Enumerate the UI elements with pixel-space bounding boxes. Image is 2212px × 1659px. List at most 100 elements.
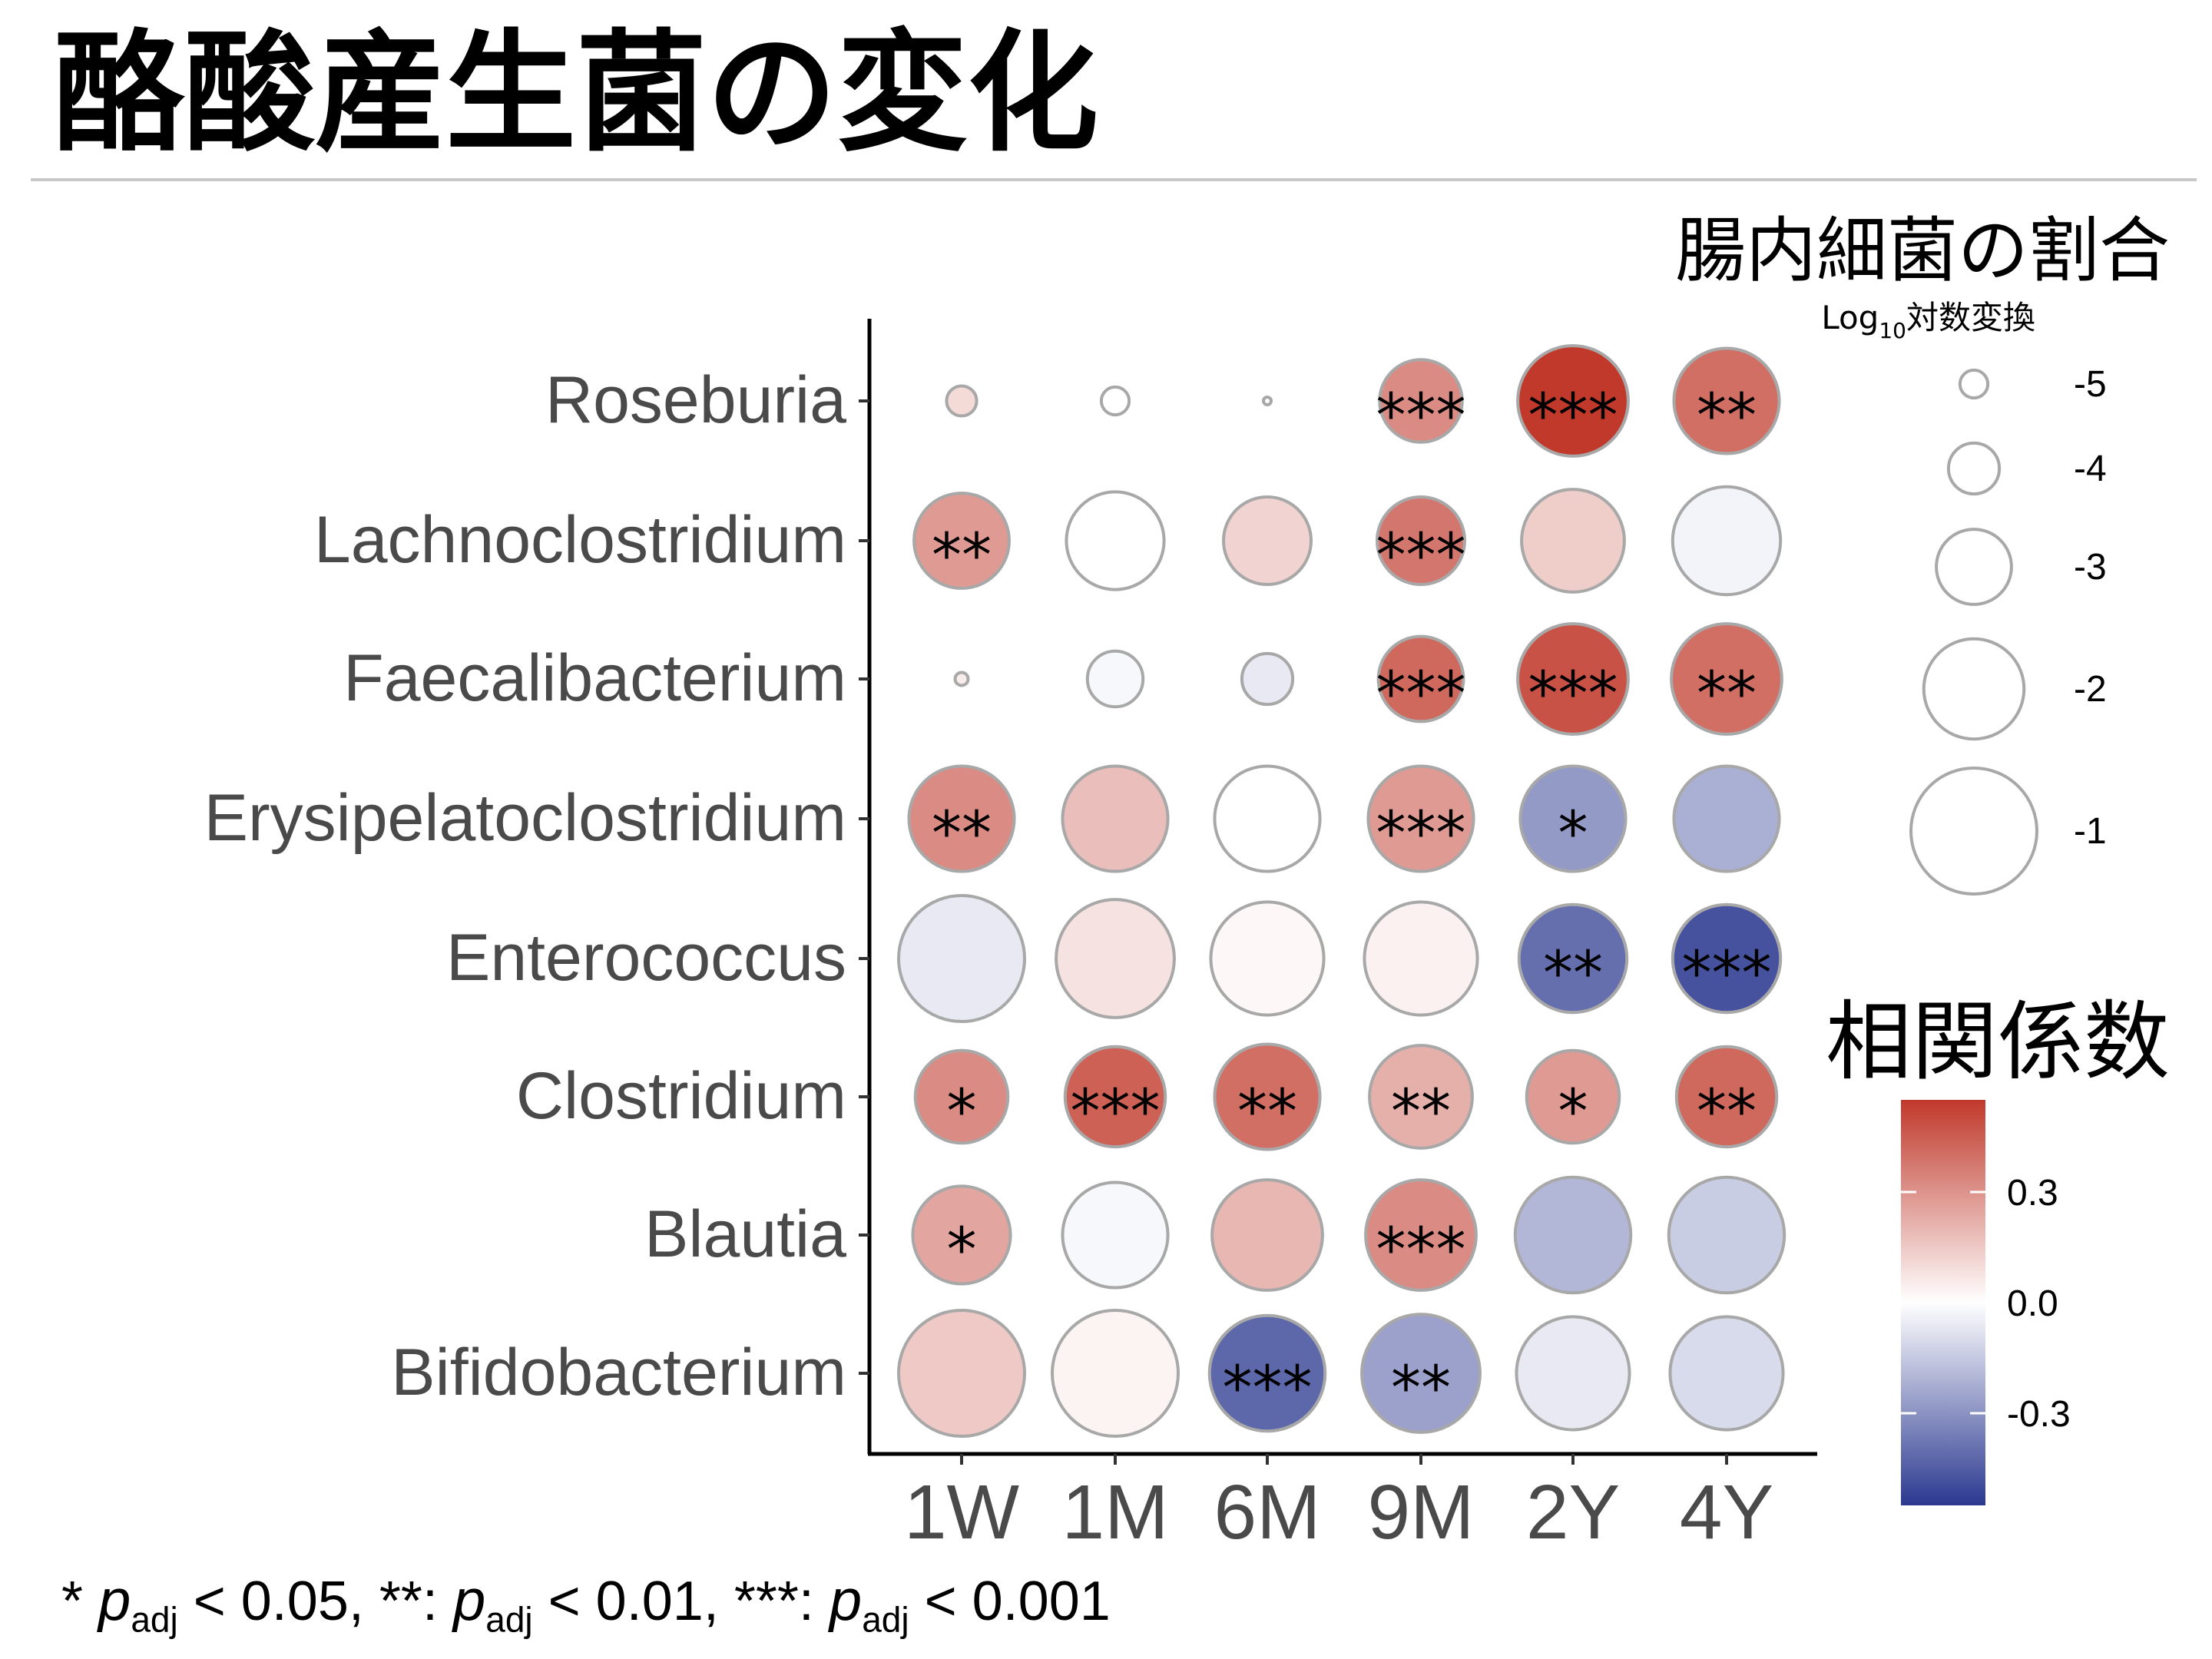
y-tick-label: Erysipelatoclostridium — [204, 781, 846, 855]
bubble — [1065, 490, 1166, 591]
size-legend-subtitle-base: 10 — [1879, 318, 1906, 343]
y-tick-label: Clostridium — [516, 1059, 846, 1133]
bubble — [1516, 622, 1630, 736]
bubble — [1210, 1178, 1324, 1292]
footnote-p-sub: adj — [862, 1599, 909, 1640]
significance-label: ** — [932, 522, 992, 591]
significance-label: ** — [1697, 660, 1757, 729]
y-tick-label: Lachnoclostridium — [314, 503, 846, 577]
bubble — [912, 492, 1011, 590]
size-legend-circle — [1946, 441, 2002, 496]
size-legend-label: -4 — [2074, 449, 2107, 489]
bubble — [1368, 1044, 1474, 1150]
y-tick-label: Faecalibacterium — [343, 641, 846, 715]
bubble — [1668, 1315, 1785, 1432]
bubble — [1221, 495, 1313, 587]
bubble — [1363, 900, 1479, 1017]
title-divider — [31, 178, 2197, 181]
footnote-p-sub: adj — [131, 1599, 178, 1640]
size-legend-label: -1 — [2074, 811, 2107, 852]
size-legend-circle — [1922, 637, 2026, 741]
color-legend-label: 0.3 — [2007, 1173, 2058, 1214]
bubble — [1240, 651, 1295, 707]
significance-label: *** — [1376, 1216, 1466, 1285]
bubble — [1670, 622, 1783, 736]
bubble — [1376, 634, 1465, 724]
bubble-correlation-chart: Roseburia Lachnoclostridium Faecalibacteri… — [204, 210, 2170, 1555]
bubble — [1375, 495, 1467, 587]
size-legend-subtitle-log: Log — [1821, 299, 1879, 336]
bubble — [1674, 1045, 1779, 1149]
significance-label: *** — [1376, 382, 1466, 451]
size-legend-circle — [1958, 368, 1990, 400]
bubble — [1525, 1048, 1621, 1145]
bubble — [953, 671, 970, 687]
significance-label: *** — [1682, 939, 1772, 1008]
size-legend-label: -3 — [2074, 547, 2107, 588]
color-legend-label: 0.0 — [2007, 1283, 2058, 1324]
bubble — [907, 764, 1016, 873]
size-legend-title: 腸内細菌の割合 — [1675, 210, 2170, 292]
significance-label: * — [947, 1078, 977, 1147]
significance-label: *** — [1528, 660, 1618, 729]
legends: 腸内細菌の割合 Log10対数変換 -5 -4 -3 -2 -1 相関係数 0.3 0.0 -0.3 — [1675, 210, 2170, 1505]
bubble — [1360, 1313, 1482, 1434]
significance-label: *** — [1376, 800, 1466, 869]
footnote-sig2: **: — [379, 1571, 453, 1632]
size-legend-subtitle-text: 対数変換 — [1906, 299, 2035, 336]
significance-label: ** — [1391, 1078, 1451, 1147]
bubble — [1667, 1175, 1786, 1295]
bubble — [1364, 1178, 1478, 1292]
bubble — [1513, 1175, 1633, 1295]
bubble — [1207, 1313, 1327, 1433]
significance-label: *** — [1223, 1354, 1313, 1423]
y-tick-label: Blautia — [644, 1197, 846, 1271]
bubble — [1099, 385, 1131, 417]
x-tick-label: 6M — [1214, 1469, 1321, 1555]
x-tick-label: 1M — [1062, 1469, 1169, 1555]
bubble — [1518, 764, 1628, 873]
significance-label: * — [1558, 800, 1588, 869]
size-legend-label: -5 — [2074, 364, 2107, 405]
footnote-threshold-3: < 0.001 — [909, 1571, 1111, 1632]
plot-area: Roseburia Lachnoclostridium Faecalibacteri… — [204, 319, 1817, 1555]
bubble — [1061, 1181, 1170, 1290]
bubble — [911, 1184, 1012, 1286]
bubble — [1672, 764, 1781, 873]
x-tick-label: 2Y — [1526, 1469, 1620, 1555]
bubble — [897, 1309, 1026, 1438]
footnote-sig1: * — [61, 1571, 99, 1632]
bubble — [1366, 764, 1475, 873]
bubble — [1378, 358, 1464, 444]
bubble — [1209, 900, 1326, 1017]
footnote-p-symbol: p — [98, 1568, 131, 1633]
x-tick-label: 1W — [904, 1469, 1020, 1555]
significance-label: *** — [1376, 660, 1466, 729]
bubble — [1213, 764, 1322, 873]
bubble — [1671, 902, 1783, 1015]
significance-label: ** — [1697, 1078, 1757, 1147]
footnote-threshold-1: < 0.05, — [177, 1571, 379, 1632]
bubble — [1063, 1045, 1167, 1149]
y-tick-label: Roseburia — [545, 363, 846, 437]
footnote-p-sub: adj — [485, 1599, 533, 1640]
bubble — [1262, 396, 1273, 406]
footnote-p-symbol: p — [829, 1568, 863, 1633]
bubble — [1672, 346, 1781, 455]
footnote-sig3: ***: — [733, 1571, 830, 1632]
y-tick-label: Enterococcus — [446, 921, 846, 995]
bubble — [1515, 1315, 1631, 1432]
size-legend-label: -2 — [2074, 669, 2107, 710]
color-legend-label: -0.3 — [2007, 1394, 2071, 1435]
bubble — [913, 1048, 1010, 1145]
bubble — [1516, 344, 1630, 458]
significance-footnote: * padj < 0.05, **: padj < 0.01, ***: pad… — [61, 1567, 1111, 1640]
footnote-p-symbol: p — [452, 1568, 486, 1633]
x-tick-label: 9M — [1368, 1469, 1475, 1555]
bubble — [1517, 902, 1629, 1015]
y-tick-label: Bifidobacterium — [391, 1336, 846, 1409]
size-legend-circle — [1935, 528, 2013, 606]
bubble — [1061, 764, 1170, 873]
bubble — [897, 894, 1026, 1023]
color-legend-title: 相関係数 — [1826, 992, 2170, 1092]
